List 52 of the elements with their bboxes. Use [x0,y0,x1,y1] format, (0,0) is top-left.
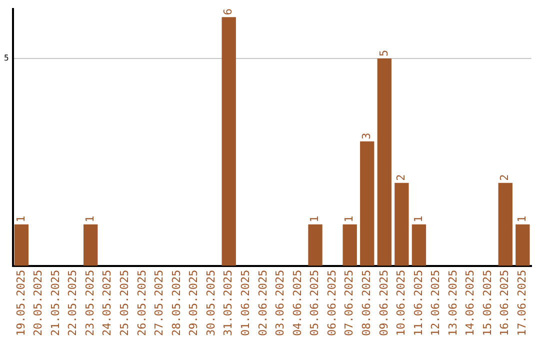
bar [516,224,530,266]
x-tick-label: 02.06.2025 [256,270,270,336]
data-label: 2 [394,174,408,181]
bar [394,182,409,266]
data-label: 5 [377,50,390,57]
x-tick-label: 29.05.2025 [187,270,200,336]
x-tick-label: 03.06.2025 [274,270,287,336]
x-tick-label: 15.06.2025 [480,270,494,336]
x-tick-label: 04.06.2025 [290,270,304,336]
x-tick-label: 30.05.2025 [204,270,218,336]
data-label: 1 [14,216,28,222]
bar [360,141,374,266]
x-tick-label: 01.06.2025 [238,270,252,336]
x-tick-label: 13.06.2025 [446,270,460,336]
bar [412,224,426,266]
x-tick-label: 14.06.2025 [464,270,477,336]
x-tick-label: 19.05.2025 [14,270,28,336]
x-tick-label: 25.05.2025 [118,270,132,336]
x-tick-label: 08.06.2025 [360,270,373,336]
x-tick-label: 24.05.2025 [100,270,114,336]
data-label: 1 [342,216,356,222]
x-tick-label: 31.05.2025 [222,270,235,336]
x-tick-label: 28.05.2025 [170,270,183,336]
bar [222,17,236,266]
bar [498,182,512,266]
x-tick-label: 21.05.2025 [48,270,62,336]
x-tick-label: 26.05.2025 [135,270,148,336]
x-tick-label: 20.05.2025 [32,270,45,336]
x-tick-label: 06.06.2025 [325,270,338,336]
x-tick-label: 12.06.2025 [429,270,442,336]
bar [308,224,322,266]
x-tick-label: 09.06.2025 [377,270,390,336]
bar [14,224,29,266]
data-label: 2 [498,174,512,181]
bar [84,224,98,266]
data-label: 1 [308,216,322,222]
bar [342,224,357,266]
x-tick-label: 17.06.2025 [516,270,529,336]
data-label: 3 [360,132,373,140]
data-label: 1 [516,216,529,222]
data-label: 6 [222,8,235,16]
x-tick-label: 11.06.2025 [412,270,425,336]
x-tick-label: 16.06.2025 [498,270,512,336]
data-label: 1 [83,216,96,222]
x-tick-label: 07.06.2025 [342,270,356,336]
x-tick-label: 22.05.2025 [66,270,80,336]
bar [377,58,392,266]
x-tick-label: 27.05.2025 [152,270,166,336]
x-tick-label: 05.06.2025 [308,270,322,336]
data-label: 1 [412,216,425,222]
x-tick-label: 23.05.2025 [83,270,96,336]
x-tick-label: 10.06.2025 [394,270,408,336]
